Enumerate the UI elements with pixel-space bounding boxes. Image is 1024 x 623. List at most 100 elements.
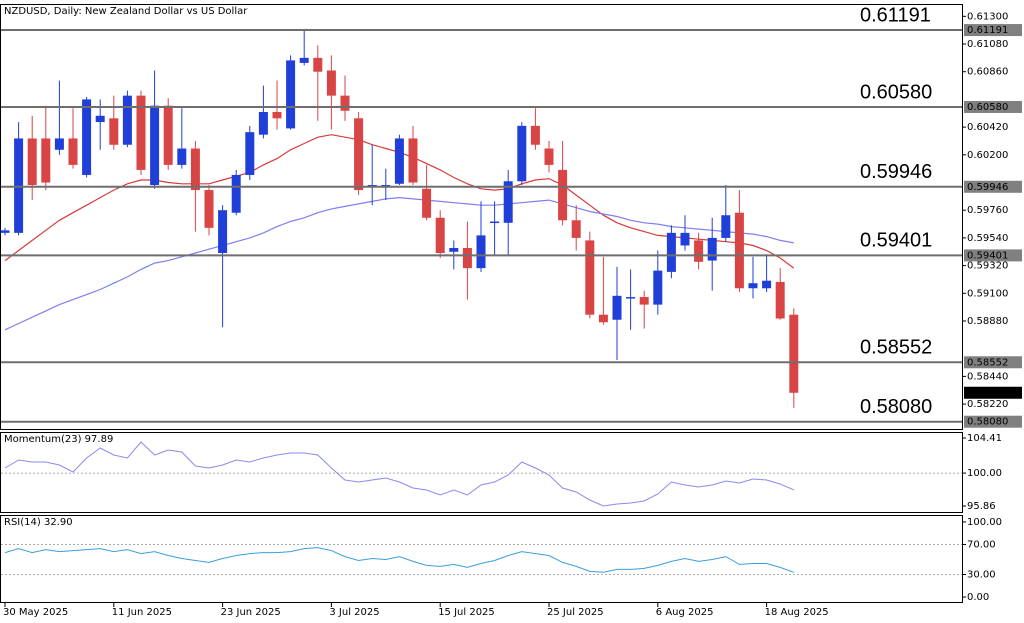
main-pane	[0, 4, 963, 430]
x-tick-label: 25 Jul 2025	[547, 607, 604, 618]
candle-body	[707, 237, 717, 261]
candle-body	[354, 118, 364, 191]
candle-body	[272, 112, 282, 119]
level-tag	[964, 356, 1022, 369]
level-tag-label: 0.59401	[967, 250, 1008, 261]
moving-average	[4, 196, 794, 331]
candle-body	[109, 118, 119, 145]
level-tag-label: 0.58080	[967, 417, 1008, 428]
level-label: 0.59946	[860, 161, 932, 183]
candle-body	[571, 220, 581, 238]
candle-body	[0, 230, 10, 233]
y-tick-label: 0.60420	[967, 122, 1008, 133]
candle-body	[258, 112, 268, 135]
level-tag	[964, 415, 1022, 428]
candle-body	[136, 95, 146, 170]
candle-body	[394, 138, 404, 184]
x-tick-label: 11 Jun 2025	[112, 607, 172, 618]
candle-body	[585, 240, 595, 315]
y-tick-label: 104.41	[967, 433, 1002, 444]
level-label: 0.60580	[860, 81, 932, 103]
y-tick-label: 0.59540	[967, 233, 1008, 244]
candle-body	[299, 57, 309, 63]
candle-body	[204, 190, 214, 228]
candle-body	[694, 240, 704, 262]
level-label: 0.58080	[860, 396, 932, 418]
y-tick-label: 0.00	[967, 592, 989, 603]
x-tick-label: 6 Aug 2025	[656, 607, 714, 618]
y-tick-label: 0.58880	[967, 316, 1008, 327]
y-tick-label: 0.60200	[967, 150, 1008, 161]
x-tick-label: 3 Jul 2025	[329, 607, 379, 618]
candle-body	[558, 169, 568, 221]
indicator-line	[4, 547, 794, 573]
indicator-line	[4, 441, 794, 507]
y-tick-label: 95.86	[967, 501, 996, 512]
candle-body	[666, 232, 676, 272]
y-tick-label: 0.58440	[967, 371, 1008, 382]
y-tick-label: 0.61300	[967, 11, 1008, 22]
candle-body	[286, 60, 296, 129]
y-tick-label: 0.58220	[967, 399, 1008, 410]
y-tick-label: 100.00	[967, 517, 1002, 528]
candle-body	[775, 281, 785, 319]
candle-body	[435, 217, 445, 254]
candle-body	[639, 297, 649, 305]
candle-body	[408, 138, 418, 183]
indicator-title: RSI(14) 32.90	[4, 517, 73, 528]
last-price-tag	[964, 386, 1022, 399]
candle-body	[54, 138, 64, 150]
candle-body	[680, 232, 690, 246]
y-tick-label: 0.61080	[967, 39, 1008, 50]
level-tag-label: 0.61191	[967, 25, 1008, 36]
x-tick-label: 18 Aug 2025	[765, 607, 829, 618]
momentum-pane	[0, 432, 963, 513]
x-tick-label: 23 Jun 2025	[221, 607, 281, 618]
candle-body	[734, 212, 744, 289]
candle-body	[122, 95, 132, 145]
candle-body	[326, 70, 336, 96]
candle-body	[218, 210, 228, 254]
candle-body	[14, 138, 24, 233]
level-label: 0.58552	[860, 337, 932, 359]
level-tag	[964, 24, 1022, 37]
candle-body	[163, 105, 173, 165]
candle-body	[95, 115, 105, 123]
candle-body	[245, 132, 255, 175]
y-tick-label: 0.60860	[967, 67, 1008, 78]
candle-body	[762, 280, 772, 289]
level-tag-label: 0.58552	[967, 357, 1008, 368]
level-tag	[964, 249, 1022, 262]
candle-body	[190, 148, 200, 191]
last-price-label: 0.58310	[967, 388, 1008, 399]
y-tick-label: 30.00	[967, 570, 996, 581]
candle-body	[544, 148, 554, 165]
candle-body	[231, 174, 241, 213]
y-tick-label: 0.59100	[967, 288, 1008, 299]
candle-body	[449, 247, 459, 252]
level-tag	[964, 100, 1022, 113]
candle-body	[789, 314, 799, 393]
candle-body	[721, 215, 731, 238]
candle-body	[490, 221, 500, 224]
candle-body	[68, 138, 78, 165]
level-label: 0.61191	[860, 4, 931, 26]
level-tag-label: 0.60580	[967, 102, 1008, 113]
x-tick-label: 30 May 2025	[3, 607, 68, 618]
y-tick-label: 70.00	[967, 539, 996, 550]
x-tick-label: 15 Jul 2025	[438, 607, 495, 618]
candle-body	[503, 181, 513, 223]
candle-body	[422, 188, 432, 218]
candle-body	[41, 138, 51, 183]
y-tick-label: 0.59320	[967, 261, 1008, 272]
candle-body	[626, 297, 636, 299]
candle-body	[612, 295, 622, 320]
rsi-pane	[0, 515, 963, 603]
level-tag-label: 0.59946	[967, 182, 1008, 193]
candle-body	[150, 105, 160, 186]
candle-body	[340, 95, 350, 111]
candle-body	[598, 314, 608, 323]
candle-body	[517, 125, 527, 182]
